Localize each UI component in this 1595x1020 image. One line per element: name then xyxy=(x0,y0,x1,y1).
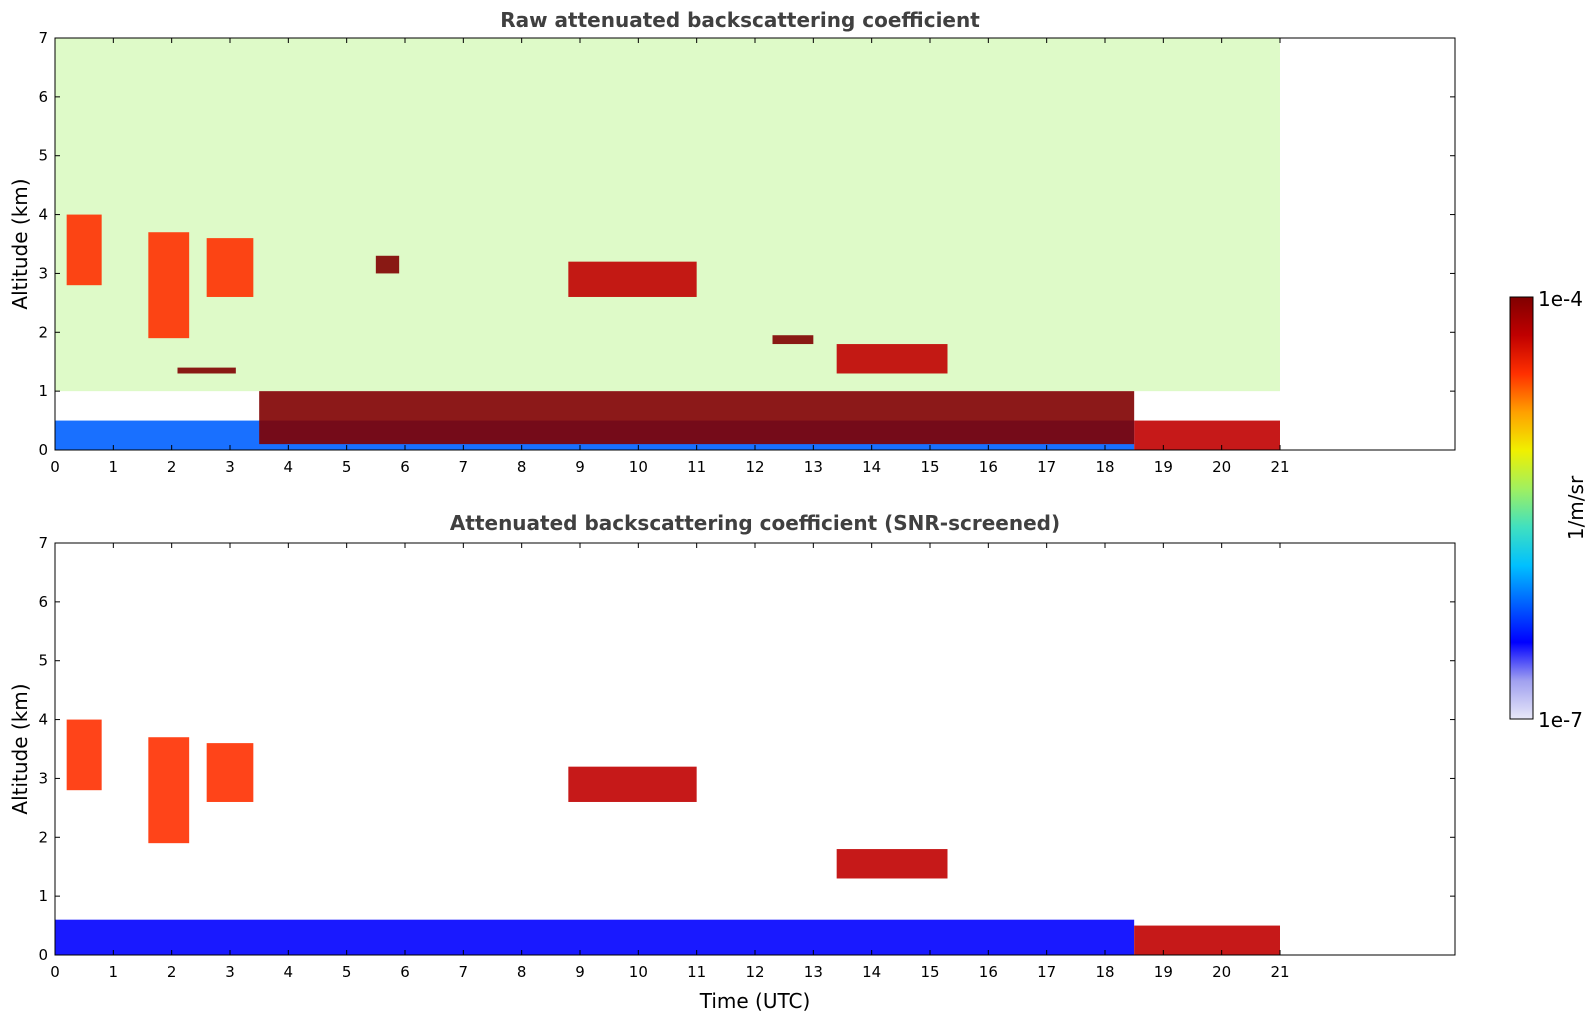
y-tick-label: 4 xyxy=(38,206,48,224)
x-tick-label: 4 xyxy=(284,458,294,476)
top-y-axis-label: Altitude (km) xyxy=(8,178,32,309)
x-tick-label: 14 xyxy=(862,963,881,981)
heatmap-region-cloud-14-15h xyxy=(836,344,948,374)
bottom-plot-frame xyxy=(54,542,1456,956)
x-tick-label: 7 xyxy=(459,963,469,981)
y-tick-label: 0 xyxy=(38,946,48,964)
x-tick-label: 11 xyxy=(687,458,706,476)
x-tick-label: 15 xyxy=(920,458,939,476)
x-tick-label: 8 xyxy=(517,963,527,981)
x-tick-label: 1 xyxy=(109,963,119,981)
x-tick-label: 21 xyxy=(1270,963,1289,981)
heatmap-region-cirrus-3h xyxy=(206,238,254,297)
x-tick-label: 21 xyxy=(1270,458,1289,476)
colorbar: 1e-4 1e-7 1/m/sr xyxy=(1509,287,1588,732)
colorbar-max-label: 1e-4 xyxy=(1538,287,1583,311)
x-tick-label: 9 xyxy=(575,458,585,476)
heatmap-region-fog-18-21h xyxy=(1134,420,1280,450)
x-tick-label: 19 xyxy=(1154,458,1173,476)
x-tick-label: 18 xyxy=(1095,963,1114,981)
x-tick-label: 15 xyxy=(920,963,939,981)
top-heatmap xyxy=(55,38,1280,450)
x-tick-label: 10 xyxy=(629,458,648,476)
y-tick-label: 2 xyxy=(38,323,48,341)
x-tick-label: 0 xyxy=(50,458,60,476)
x-tick-label: 7 xyxy=(459,458,469,476)
x-tick-label: 16 xyxy=(979,963,998,981)
heatmap-region-pbl-top xyxy=(259,391,1135,445)
x-tick-label: 6 xyxy=(400,458,410,476)
bottom-heatmap xyxy=(55,719,1280,955)
y-tick-label: 4 xyxy=(38,711,48,729)
x-tick-label: 5 xyxy=(342,458,352,476)
x-axis-label: Time (UTC) xyxy=(699,989,811,1013)
y-tick-label: 7 xyxy=(38,534,48,552)
heatmap-region-cloud-9-11h xyxy=(568,766,697,802)
x-tick-label: 11 xyxy=(687,963,706,981)
y-tick-label: 2 xyxy=(38,828,48,846)
colorbar-min-label: 1e-7 xyxy=(1538,708,1583,732)
heatmap-region-boundary-layer xyxy=(55,919,1135,955)
y-tick-label: 3 xyxy=(38,769,48,787)
x-tick-label: 13 xyxy=(804,963,823,981)
x-tick-label: 10 xyxy=(629,963,648,981)
x-tick-label: 18 xyxy=(1095,458,1114,476)
x-tick-label: 0 xyxy=(50,963,60,981)
heatmap-region-cirrus-early xyxy=(66,214,102,286)
x-tick-label: 1 xyxy=(109,458,119,476)
heatmap-region-noise-background xyxy=(55,38,1280,392)
heatmap-region-cloud-9-11h xyxy=(568,261,697,297)
heatmap-region-cirrus-early xyxy=(66,719,102,791)
x-tick-label: 2 xyxy=(167,963,177,981)
x-tick-label: 2 xyxy=(167,458,177,476)
y-tick-label: 5 xyxy=(38,652,48,670)
x-tick-label: 8 xyxy=(517,458,527,476)
top-panel: Raw attenuated backscattering coefficien… xyxy=(8,8,1456,476)
colorbar-unit-label: 1/m/sr xyxy=(1564,475,1588,540)
heatmap-region-fog-18-21h xyxy=(1134,925,1280,955)
x-tick-label: 20 xyxy=(1212,458,1231,476)
x-tick-label: 17 xyxy=(1037,963,1056,981)
x-tick-label: 12 xyxy=(745,963,764,981)
x-tick-label: 14 xyxy=(862,458,881,476)
y-tick-label: 7 xyxy=(38,29,48,47)
heatmap-region-cloud-5.7h xyxy=(375,255,400,274)
x-tick-label: 3 xyxy=(225,963,235,981)
x-tick-label: 20 xyxy=(1212,963,1231,981)
y-tick-label: 5 xyxy=(38,147,48,165)
x-tick-label: 6 xyxy=(400,963,410,981)
x-tick-label: 3 xyxy=(225,458,235,476)
heatmap-region-cirrus-2h xyxy=(148,232,190,339)
heatmap-region-layer-1.3km xyxy=(177,367,236,374)
x-tick-label: 12 xyxy=(745,458,764,476)
x-tick-label: 4 xyxy=(284,963,294,981)
bottom-panel-title: Attenuated backscattering coefficient (S… xyxy=(450,511,1060,535)
y-tick-label: 1 xyxy=(38,887,48,905)
y-tick-label: 6 xyxy=(38,593,48,611)
heatmap-region-cirrus-2h xyxy=(148,737,190,844)
y-tick-label: 0 xyxy=(38,441,48,459)
y-tick-label: 3 xyxy=(38,264,48,282)
heatmap-region-cirrus-3h xyxy=(206,743,254,802)
y-tick-label: 1 xyxy=(38,382,48,400)
top-panel-title: Raw attenuated backscattering coefficien… xyxy=(500,8,980,32)
x-tick-label: 5 xyxy=(342,963,352,981)
heatmap-region-cloud-12-13h xyxy=(772,335,814,345)
x-tick-label: 17 xyxy=(1037,458,1056,476)
bottom-panel: Attenuated backscattering coefficient (S… xyxy=(8,511,1456,1013)
colorbar-gradient xyxy=(1509,296,1534,720)
bottom-axes: 0 1 2 3 4 5 6 7 8 9 10 11 12 13 14 15 16 17 18 19 20 21012345… xyxy=(38,534,1455,981)
x-tick-label: 16 xyxy=(979,458,998,476)
x-tick-label: 9 xyxy=(575,963,585,981)
y-tick-label: 6 xyxy=(38,88,48,106)
x-tick-label: 13 xyxy=(804,458,823,476)
bottom-y-axis-label: Altitude (km) xyxy=(8,683,32,814)
x-tick-label: 19 xyxy=(1154,963,1173,981)
heatmap-region-cloud-14-15h xyxy=(836,849,948,879)
top-axes: 0 1 2 3 4 5 6 7 8 9 10 11 12 13 14 15 16 17 18 19 20 21012345… xyxy=(38,29,1455,476)
